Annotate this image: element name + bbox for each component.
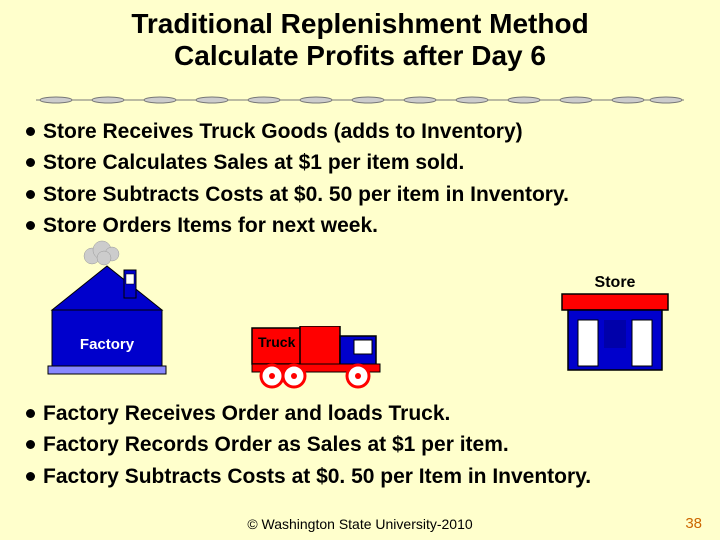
bullet-text: Store Subtracts Costs at $0. 50 per item… <box>43 181 569 208</box>
slide-number: 38 <box>685 515 702 532</box>
title-line-2: Calculate Profits after Day 6 <box>0 40 720 72</box>
bullet-dot-icon <box>26 221 35 230</box>
bullet-item: Factory Records Order as Sales at $1 per… <box>26 431 700 458</box>
smoke-icon <box>82 238 122 266</box>
bullet-item: Factory Receives Order and loads Truck. <box>26 400 700 427</box>
bullet-dot-icon <box>26 472 35 481</box>
bullet-dot-icon <box>26 190 35 199</box>
store-graphic: Store <box>560 276 670 376</box>
bullet-text: Store Orders Items for next week. <box>43 212 378 239</box>
bullet-text: Store Receives Truck Goods (adds to Inve… <box>43 118 523 145</box>
bullet-item: Store Receives Truck Goods (adds to Inve… <box>26 118 700 145</box>
bullet-text: Factory Records Order as Sales at $1 per… <box>43 431 509 458</box>
bullet-dot-icon <box>26 440 35 449</box>
bullet-dot-icon <box>26 409 35 418</box>
top-bullet-list: Store Receives Truck Goods (adds to Inve… <box>26 118 700 243</box>
title-line-1: Traditional Replenishment Method <box>0 8 720 40</box>
bullet-dot-icon <box>26 158 35 167</box>
bullet-text: Factory Subtracts Costs at $0. 50 per It… <box>43 463 591 490</box>
factory-label: Factory <box>42 336 172 353</box>
bullet-text: Factory Receives Order and loads Truck. <box>43 400 450 427</box>
truck-graphic: Truck <box>250 326 390 390</box>
truck-label: Truck <box>258 334 295 350</box>
store-label: Store <box>560 274 670 292</box>
bullet-text: Store Calculates Sales at $1 per item so… <box>43 149 464 176</box>
bullet-item: Store Subtracts Costs at $0. 50 per item… <box>26 181 700 208</box>
footer-copyright: © Washington State University-2010 <box>0 516 720 532</box>
bullet-item: Factory Subtracts Costs at $0. 50 per It… <box>26 463 700 490</box>
bullet-dot-icon <box>26 127 35 136</box>
bullet-item: Store Calculates Sales at $1 per item so… <box>26 149 700 176</box>
slide-title: Traditional Replenishment Method Calcula… <box>0 0 720 72</box>
factory-graphic: Factory <box>42 248 172 378</box>
bottom-bullet-list: Factory Receives Order and loads Truck. … <box>26 400 700 494</box>
bullet-item: Store Orders Items for next week. <box>26 212 700 239</box>
divider-ornament <box>36 92 684 102</box>
